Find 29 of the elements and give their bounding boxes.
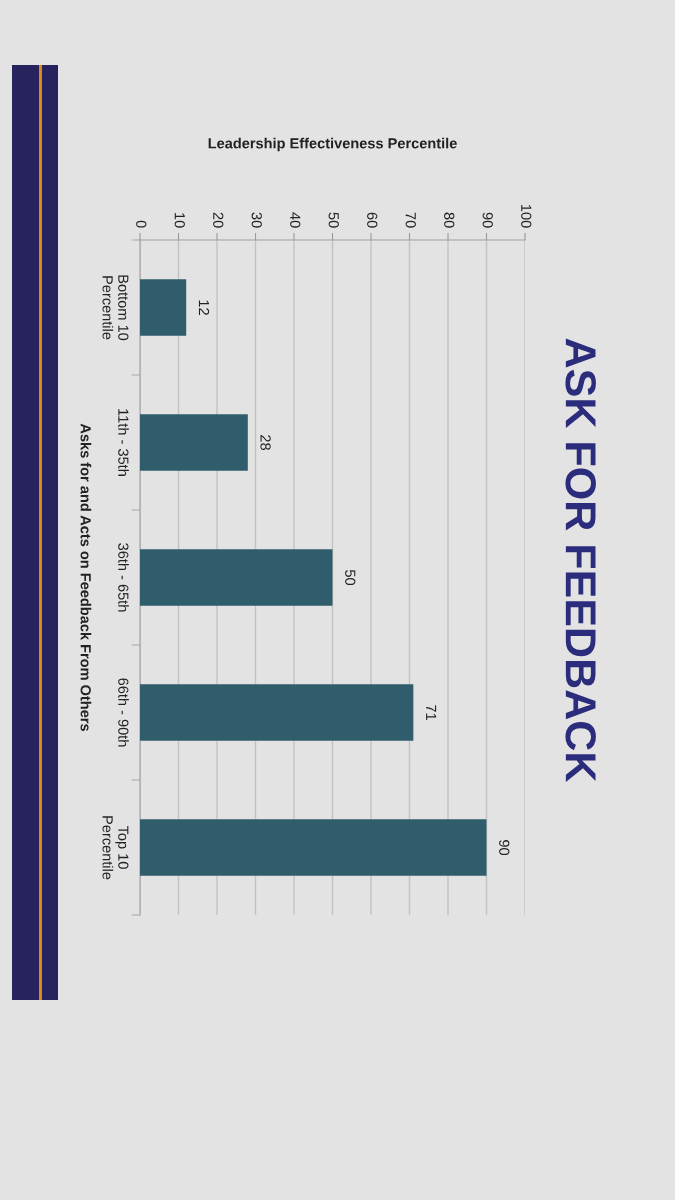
data-label: 71: [426, 705, 437, 720]
x-tick-label: 0: [136, 220, 147, 228]
bar: [140, 549, 333, 606]
bar: [140, 279, 187, 336]
x-tick-label: 10: [174, 213, 185, 228]
x-tick-label: 70: [405, 212, 416, 228]
y-tick-label: 36th - 65th: [118, 543, 129, 612]
y-tick-label: Top 10 Percentile: [102, 816, 129, 880]
x-tick-label: 90: [482, 212, 493, 228]
x-tick-label: 50: [328, 212, 339, 228]
x-axis-title: Leadership Effectiveness Percentile: [208, 137, 457, 152]
text: ASK FOR FEEDBACK: [565, 338, 596, 783]
bar: [140, 414, 248, 471]
y-tick-label: Bottom 10 Percentile: [102, 275, 129, 341]
data-label: 50: [345, 569, 356, 586]
x-tick-label: 30: [251, 212, 262, 228]
y-tick-label: 11th - 35th: [118, 409, 129, 476]
x-tick-label: 100: [521, 204, 532, 228]
data-label: 90: [499, 840, 510, 856]
x-tick-label: 40: [290, 212, 301, 228]
data-label: 12: [198, 300, 210, 315]
x-tick-label: 60: [367, 212, 378, 228]
y-tick-label: 66th - 90th: [118, 678, 129, 747]
x-tick-label: 20: [213, 212, 224, 228]
bar: [140, 819, 487, 876]
y-axis-title: Asks for and Acts on Feedback From Others: [80, 423, 92, 732]
data-label: 28: [260, 435, 271, 450]
x-tick-label: 80: [444, 212, 455, 228]
bar: [140, 684, 414, 741]
